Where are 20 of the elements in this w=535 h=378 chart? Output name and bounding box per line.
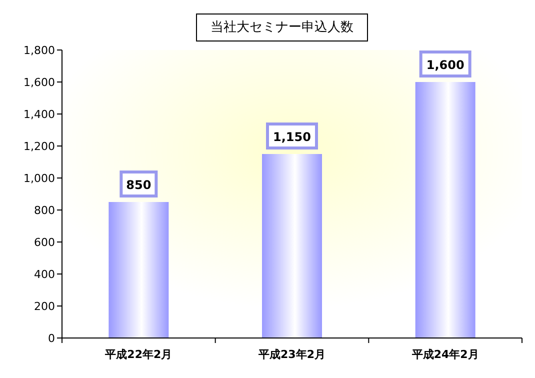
x-tick-label: 平成24年2月	[410, 348, 479, 361]
bar	[108, 202, 169, 338]
y-tick-label: 1,400	[24, 108, 55, 121]
y-tick-label: 1,000	[24, 172, 55, 185]
data-label: 850	[126, 178, 152, 192]
y-tick-label: 200	[34, 300, 55, 313]
data-label: 1,600	[426, 58, 464, 72]
bar	[415, 82, 476, 338]
data-label: 1,150	[273, 130, 311, 144]
bar	[262, 154, 322, 338]
y-tick-label: 400	[34, 268, 55, 281]
chart-title: 当社大セミナー申込人数	[210, 20, 354, 35]
y-tick-label: 1,200	[24, 140, 55, 153]
y-tick-label: 1,800	[24, 44, 55, 57]
y-tick-label: 0	[48, 332, 55, 345]
x-tick-label: 平成22年2月	[104, 348, 172, 361]
y-tick-label: 600	[34, 236, 55, 249]
y-tick-label: 800	[34, 204, 55, 217]
x-tick-label: 平成23年2月	[258, 348, 326, 361]
y-tick-label: 1,600	[24, 76, 55, 89]
